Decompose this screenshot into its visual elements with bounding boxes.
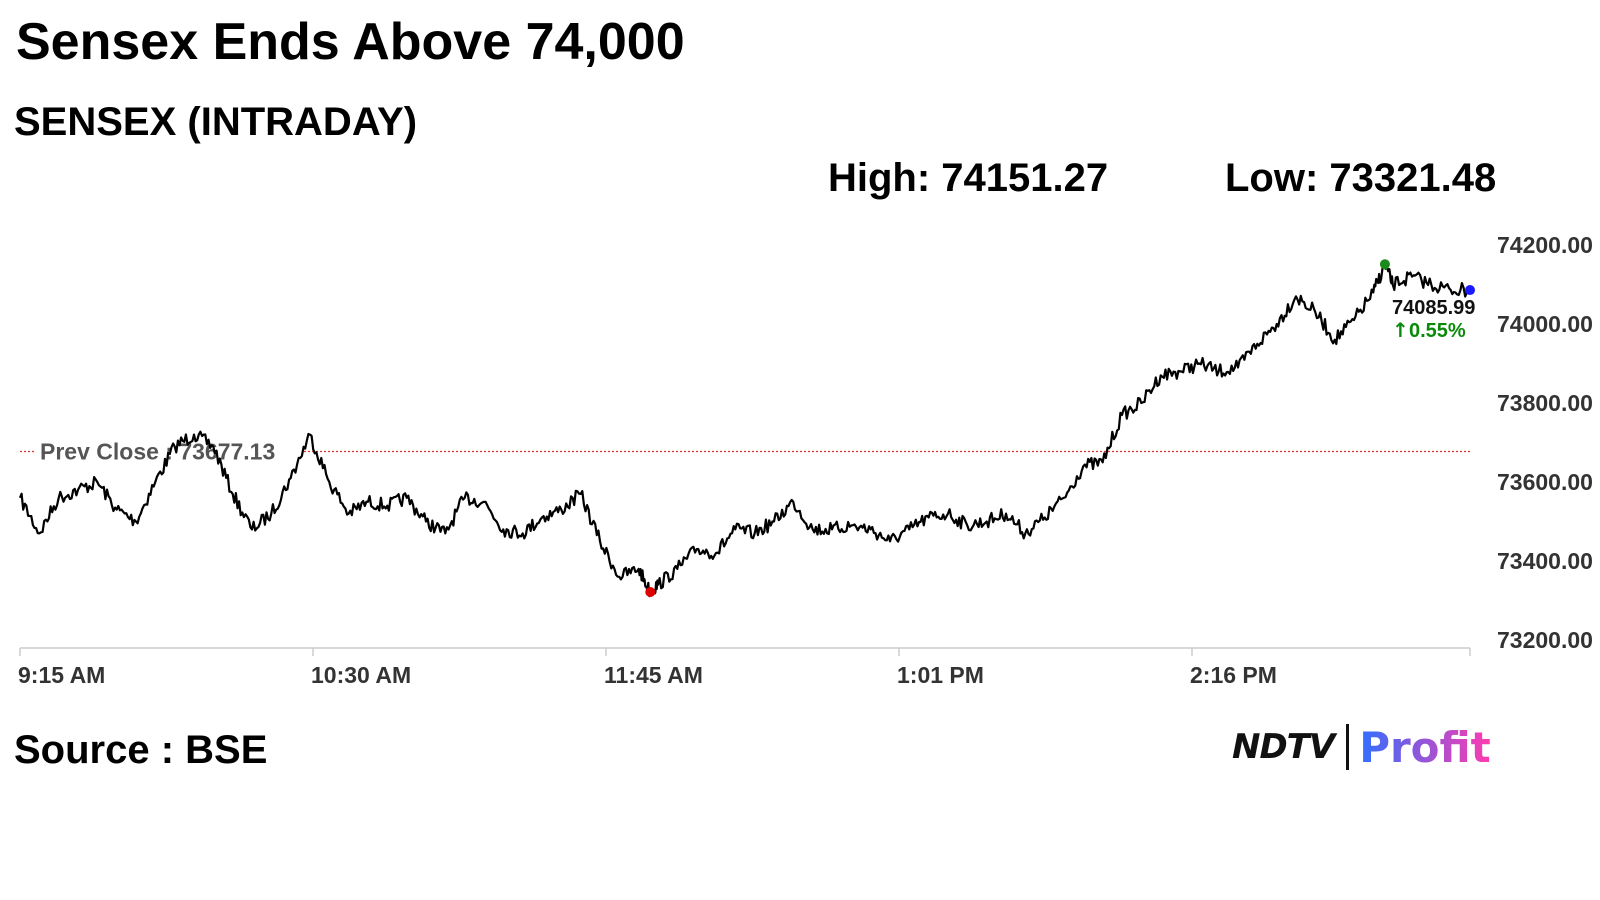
- x-tick-label: 11:45 AM: [604, 662, 703, 688]
- ndtv-profit-logo: NDTV Profit: [1232, 722, 1491, 772]
- low-label: Low: 73321.48: [1225, 156, 1497, 200]
- x-tick-label: 2:16 PM: [1190, 662, 1277, 688]
- x-tick-label: 10:30 AM: [311, 662, 411, 688]
- change-percent-label: 0.55%: [1409, 320, 1466, 342]
- logo-divider: [1346, 724, 1350, 770]
- y-tick-label: 74200.00: [1497, 232, 1593, 258]
- y-tick-label: 74000.00: [1497, 311, 1593, 337]
- change-arrow: ↑: [1392, 318, 1409, 342]
- y-tick-label: 73800.00: [1497, 390, 1593, 416]
- last-value-label: 74085.99: [1392, 297, 1475, 319]
- x-tick-label: 1:01 PM: [897, 662, 984, 688]
- logo-profit-text: Profit: [1359, 722, 1491, 772]
- high-label: High: 74151.27: [828, 156, 1109, 200]
- high-marker: [1379, 259, 1390, 270]
- prev-close-label: Prev Close : 73677.13: [40, 439, 275, 465]
- chart-subtitle: SENSEX (INTRADAY): [14, 100, 418, 144]
- logo-ndtv-text: NDTV: [1232, 727, 1335, 767]
- y-tick-label: 73200.00: [1497, 627, 1593, 653]
- y-tick-label: 73600.00: [1497, 469, 1593, 495]
- source-text: Source : BSE: [14, 728, 268, 772]
- last-price-marker: [1465, 285, 1475, 296]
- low-marker: [645, 587, 656, 598]
- x-tick-label: 9:15 AM: [18, 662, 105, 688]
- chart-title: Sensex Ends Above 74,000: [16, 13, 685, 71]
- sensex-price-line: [18, 263, 1471, 598]
- y-tick-label: 73400.00: [1497, 548, 1593, 574]
